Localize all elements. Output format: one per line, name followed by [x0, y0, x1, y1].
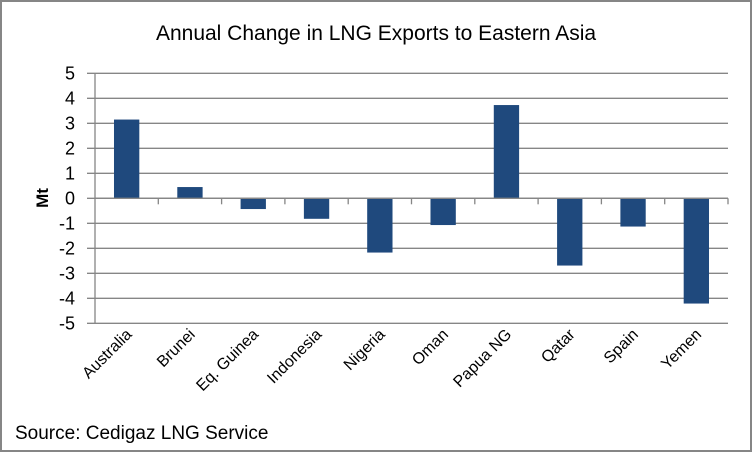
x-tick-label: Papua NG [450, 326, 515, 391]
bar-brunei [177, 187, 203, 199]
y-tick-label: -1 [59, 213, 75, 233]
x-tick-label: Nigeria [341, 326, 389, 374]
x-tick-label: Qatar [538, 326, 579, 367]
x-tick-label: Brunei [154, 326, 199, 371]
y-tick-label: 4 [65, 88, 75, 108]
y-tick-label: 3 [65, 113, 75, 133]
bar-australia [113, 119, 140, 199]
source-annotation: Source: Cedigaz LNG Service [15, 423, 268, 444]
x-tick-label: Spain [601, 326, 642, 367]
bar-eq-guinea [240, 198, 266, 210]
x-tick-label: Australia [79, 326, 135, 382]
y-tick-label: 5 [65, 63, 75, 83]
y-tick-label: 2 [65, 138, 75, 158]
x-tick-label: Indonesia [264, 326, 325, 387]
axes [94, 73, 729, 324]
bar-yemen [683, 198, 710, 304]
y-axis-ticks: 5 4 3 2 1 0 -1 -2 -3 -4 -5 [59, 63, 75, 333]
bars [113, 105, 710, 304]
bar-indonesia [303, 198, 330, 219]
x-tick-label: Yemen [658, 326, 705, 373]
bar-nigeria [367, 198, 393, 253]
y-tick-label: -4 [59, 288, 75, 308]
x-tick-label: Eq. Guinea [193, 326, 262, 395]
y-tick-label: -3 [59, 263, 75, 283]
bar-papua-ng [493, 105, 520, 199]
bar-oman [430, 198, 456, 226]
bar-spain [620, 198, 646, 227]
y-axis-label: Mt [33, 188, 52, 208]
y-tick-label: -2 [59, 238, 75, 258]
y-tick-label: 1 [65, 163, 75, 183]
chart-title: Annual Change in LNG Exports to Eastern … [156, 22, 596, 45]
bar-qatar [557, 198, 583, 266]
x-tick-label: Oman [409, 326, 452, 369]
y-tick-label: 0 [65, 188, 75, 208]
y-tick-label: -5 [59, 313, 75, 333]
